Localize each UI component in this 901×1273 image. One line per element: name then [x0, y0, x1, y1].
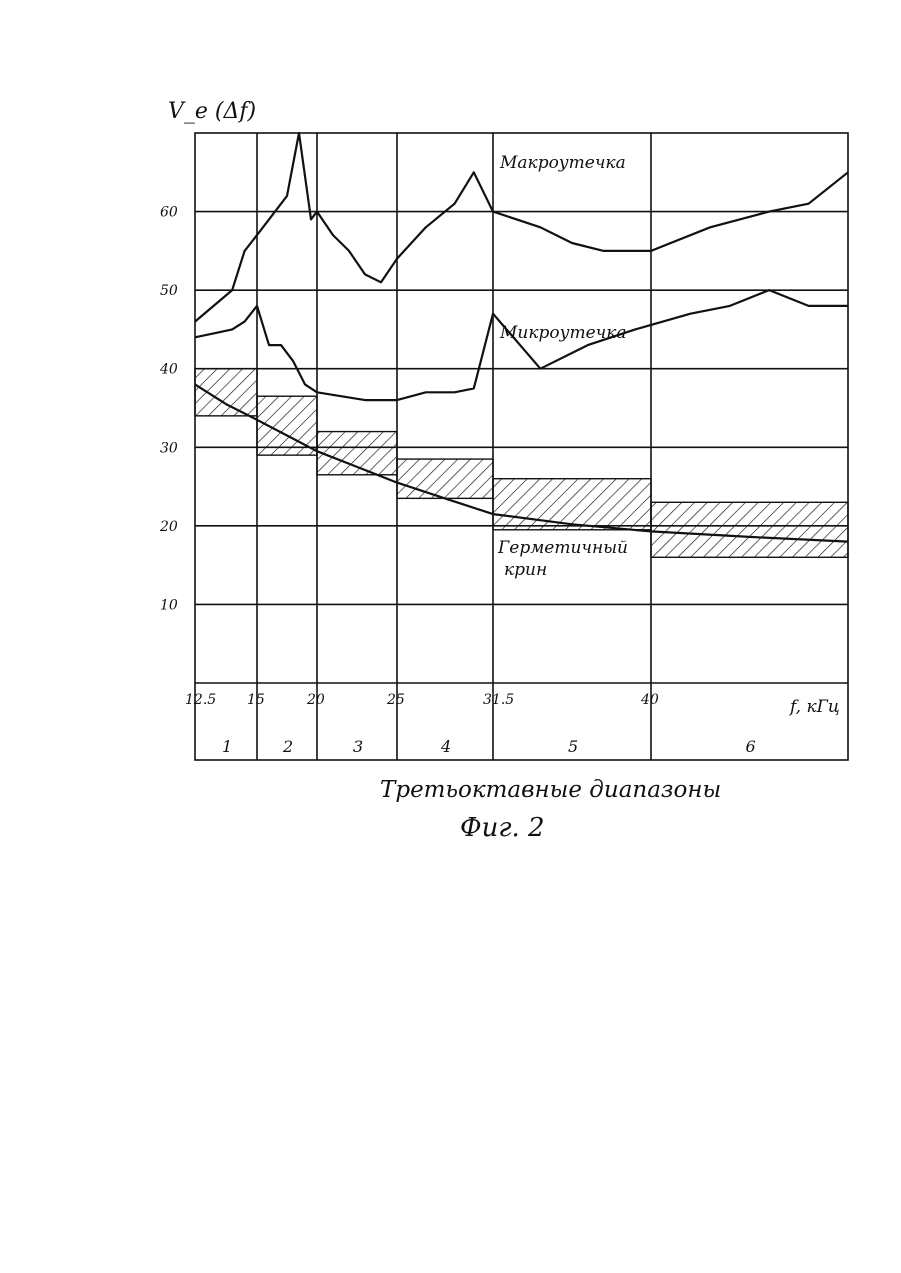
series-line [195, 290, 848, 400]
y-tick-label: 50 [160, 283, 178, 299]
y-tick-label: 20 [159, 519, 178, 535]
x-unit-label: f, кГц [788, 697, 840, 717]
x-tick-label: 12.5 [185, 692, 216, 708]
band-number-label: 2 [282, 737, 293, 756]
band-number-label: 1 [222, 737, 232, 756]
y-axis-label: V_e (Δf) [168, 99, 256, 124]
series-label: Макроутечка [499, 153, 626, 173]
x-tick-label: 25 [386, 692, 405, 708]
band-number-label: 3 [353, 737, 363, 756]
band-number-label: 4 [440, 737, 451, 756]
y-tick-label: 30 [160, 440, 178, 456]
x-axis-title: Третьоктавные диапазоны [380, 777, 721, 803]
x-tick-label: 40 [640, 692, 659, 708]
series-label: Герметичный [497, 538, 628, 558]
hatched-band [493, 479, 651, 530]
figure-title: Фиг. 2 [460, 813, 545, 843]
labels: 10 20 30 40 50 60 12.5 15 20 25 31.5 40 1 2 3 4 5 6 Макроу… [159, 153, 756, 756]
hatched-band [651, 502, 848, 557]
y-tick-label: 60 [160, 205, 178, 221]
hatched-bands [195, 369, 848, 558]
y-tick-label: 40 [159, 362, 178, 378]
y-tick-label: 10 [160, 597, 178, 613]
hatched-band [397, 459, 493, 498]
x-tick-label: 20 [306, 692, 325, 708]
band-number-label: 6 [746, 737, 756, 756]
hatched-band [317, 432, 397, 475]
hatched-band [195, 369, 257, 416]
series-label: Микроутечка [499, 323, 627, 343]
band-number-label: 5 [568, 737, 578, 756]
x-tick-label: 15 [247, 692, 265, 708]
x-tick-label: 31.5 [483, 692, 514, 708]
series-label: крин [504, 560, 547, 580]
